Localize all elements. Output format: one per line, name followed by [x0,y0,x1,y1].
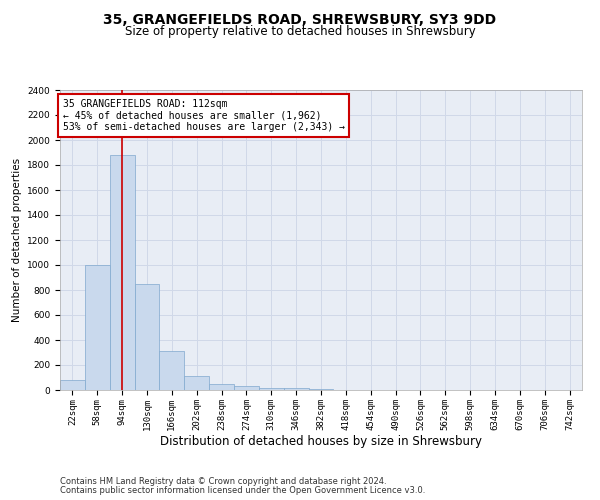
Bar [134,284,160,390]
Bar [85,265,110,390]
Bar [259,388,284,390]
Bar [234,386,259,390]
Text: Contains HM Land Registry data © Crown copyright and database right 2024.: Contains HM Land Registry data © Crown c… [60,478,386,486]
Bar [60,380,85,390]
X-axis label: Distribution of detached houses by size in Shrewsbury: Distribution of detached houses by size … [160,436,482,448]
Bar [284,388,308,390]
Bar [110,155,134,390]
Bar [160,351,184,390]
Text: Contains public sector information licensed under the Open Government Licence v3: Contains public sector information licen… [60,486,425,495]
Y-axis label: Number of detached properties: Number of detached properties [12,158,22,322]
Bar [209,384,234,390]
Text: 35 GRANGEFIELDS ROAD: 112sqm
← 45% of detached houses are smaller (1,962)
53% of: 35 GRANGEFIELDS ROAD: 112sqm ← 45% of de… [62,99,344,132]
Text: Size of property relative to detached houses in Shrewsbury: Size of property relative to detached ho… [125,25,475,38]
Text: 35, GRANGEFIELDS ROAD, SHREWSBURY, SY3 9DD: 35, GRANGEFIELDS ROAD, SHREWSBURY, SY3 9… [103,12,497,26]
Bar [184,376,209,390]
